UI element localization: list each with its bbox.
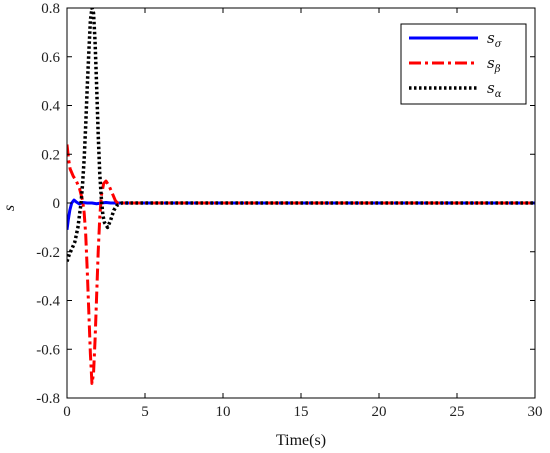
legend-label-main: s [487, 79, 495, 97]
series-line-2 [67, 8, 535, 263]
x-tick-label: 0 [63, 404, 71, 420]
y-tick-label: 0.2 [41, 147, 60, 163]
y-tick-label: 0.4 [41, 99, 60, 115]
legend-label-1: sβ [487, 54, 501, 75]
legend-label-subscript: β [494, 64, 501, 75]
x-tick-label: 15 [294, 404, 309, 420]
x-axis: 0 5 10 15 20 25 30 [63, 8, 543, 420]
x-tick-label: 20 [372, 404, 387, 420]
x-tick-label: 10 [216, 404, 231, 420]
y-tick-label: 0.6 [41, 50, 60, 66]
y-axis-label: s [1, 205, 18, 211]
y-tick-label: 0.8 [41, 1, 60, 17]
x-tick-label: 25 [450, 404, 465, 420]
legend-label-subscript: σ [495, 39, 503, 50]
legend-label-0: sσ [487, 29, 503, 50]
legend-label-subscript: α [495, 89, 502, 100]
series-line-1 [67, 144, 535, 385]
legend-label-main: s [487, 29, 495, 47]
y-axis: -0.8 -0.6 -0.4 -0.2 0 0.2 0.4 0.6 0.8 [36, 1, 535, 407]
x-tick-label: 5 [141, 404, 149, 420]
legend-label-2: sα [487, 79, 502, 100]
x-axis-label: Time(s) [276, 432, 326, 449]
x-tick-label: 30 [528, 404, 543, 420]
y-tick-label: -0.4 [36, 294, 60, 310]
y-tick-label: 0 [53, 196, 61, 212]
y-tick-label: -0.8 [36, 391, 60, 407]
y-tick-label: -0.6 [36, 342, 60, 358]
series-layer [67, 8, 535, 385]
legend-label-main: s [487, 54, 495, 72]
y-tick-label: -0.2 [36, 245, 60, 261]
